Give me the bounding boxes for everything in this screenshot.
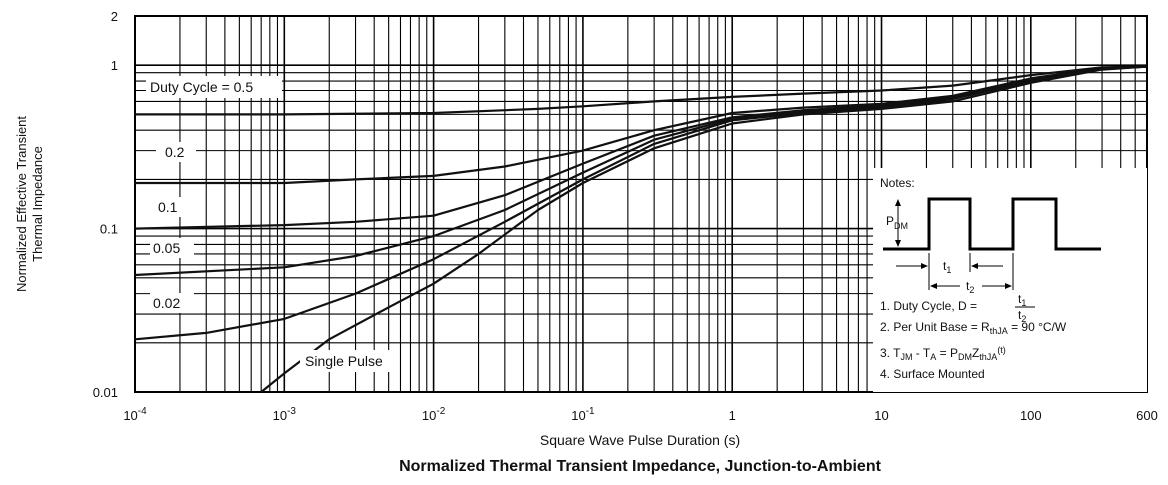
t1-label: t1 xyxy=(943,259,951,275)
y-tick-label-2: 1 xyxy=(111,58,118,73)
label-duty-0-02: 0.02 xyxy=(153,295,180,311)
x-tick-label-1: 10-3 xyxy=(273,406,297,423)
x-tick-labels: 10-4 10-3 10-2 10-1 1 10 100 600 xyxy=(123,406,1158,423)
series-line-1 xyxy=(135,65,1148,185)
x-tick-label-0: 10-4 xyxy=(123,406,147,423)
note-3: 3. TJM - TA = PDMZthJA(t) xyxy=(880,345,1006,362)
pulse-waveform xyxy=(883,197,1101,251)
label-duty-0-5: Duty Cycle = 0.5 xyxy=(150,79,253,95)
curve-labels: Duty Cycle = 0.5 0.2 0.1 0.05 0.02 Singl… xyxy=(146,76,398,372)
series-line-0 xyxy=(135,65,1148,116)
y-tick-labels: 0.01 0.1 1 2 xyxy=(93,9,118,400)
t2-label: t2 xyxy=(966,279,974,295)
x-tick-label-6: 100 xyxy=(1020,408,1042,423)
series-line-5 xyxy=(260,65,1148,393)
series-line-4 xyxy=(134,65,1148,341)
label-duty-0-05: 0.05 xyxy=(153,240,180,256)
label-single-pulse: Single Pulse xyxy=(305,353,383,369)
x-tick-label-7: 600 xyxy=(1136,408,1158,423)
x-axis-label: Square Wave Pulse Duration (s) xyxy=(540,432,740,448)
x-tick-label-4: 1 xyxy=(729,408,736,423)
x-tick-label-3: 10-1 xyxy=(571,406,595,423)
y-tick-label-3: 2 xyxy=(111,9,118,24)
x-tick-label-5: 10 xyxy=(874,408,888,423)
y-tick-label-1: 0.1 xyxy=(100,222,118,237)
x-tick-label-2: 10-2 xyxy=(422,406,446,423)
label-duty-0-1: 0.1 xyxy=(158,199,178,215)
notes-box: Notes: PDM t1 t2 1. Duty Cycle, D = t1 t… xyxy=(873,168,1147,392)
label-duty-0-2: 0.2 xyxy=(165,144,185,160)
note-4: 4. Surface Mounted xyxy=(880,367,985,381)
note-1-denominator: t2 xyxy=(1018,308,1026,324)
y-axis-label-line-2: Thermal Impedance xyxy=(30,146,45,262)
notes-heading: Notes: xyxy=(880,176,915,190)
chart-title: Normalized Thermal Transient Impedance, … xyxy=(399,458,882,475)
y-axis-label-line-1: Normalized Effective Transient xyxy=(14,116,29,292)
pdm-arrow-head-bottom xyxy=(895,240,901,247)
pdm-arrow-head-top xyxy=(895,199,901,206)
note-2: 2. Per Unit Base = RthJA = 90 °C/W xyxy=(880,320,1067,336)
note-1: 1. Duty Cycle, D = xyxy=(880,299,977,313)
curves xyxy=(134,65,1148,393)
pdm-label: PDM xyxy=(886,214,908,231)
y-tick-label-0: 0.01 xyxy=(93,385,118,400)
y-axis-label: Normalized Effective Transient Thermal I… xyxy=(14,116,45,292)
note-1-numerator: t1 xyxy=(1018,292,1026,308)
